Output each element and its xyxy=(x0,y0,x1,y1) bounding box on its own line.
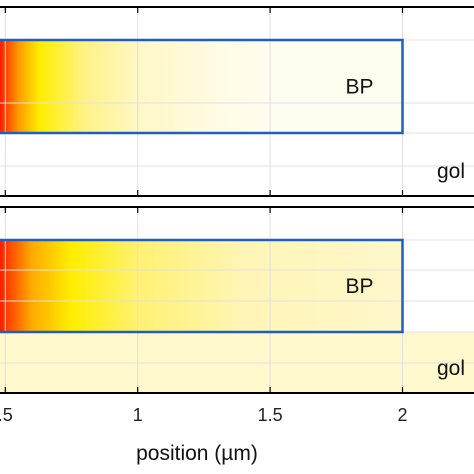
upper-gold-label: gol xyxy=(437,160,465,183)
x-axis-label: position (µm) xyxy=(136,442,258,465)
x-tick-label: .5 xyxy=(0,405,13,425)
x-tick-labels: .5 1 1.5 2 xyxy=(0,405,408,425)
upper-bp-gradient xyxy=(0,40,403,133)
upper-bp-label: BP xyxy=(346,76,374,99)
upper-panel: BP gol xyxy=(0,6,474,197)
lower-bp-gradient xyxy=(0,240,403,332)
upper-bp-outline xyxy=(0,38,404,135)
upper-tick-marks xyxy=(4,7,404,196)
x-tick-label: 1 xyxy=(133,405,143,425)
lower-bp-outline xyxy=(0,238,404,334)
x-tick-label: 1.5 xyxy=(258,405,283,425)
upper-panel-frame xyxy=(0,6,474,197)
lower-bp-label: BP xyxy=(346,275,374,298)
lower-tick-marks xyxy=(4,207,404,393)
lower-panel: BP gol xyxy=(0,206,474,394)
x-tick-label: 2 xyxy=(397,405,407,425)
lower-gold-label: gol xyxy=(437,357,465,380)
lower-panel-frame xyxy=(0,206,474,394)
